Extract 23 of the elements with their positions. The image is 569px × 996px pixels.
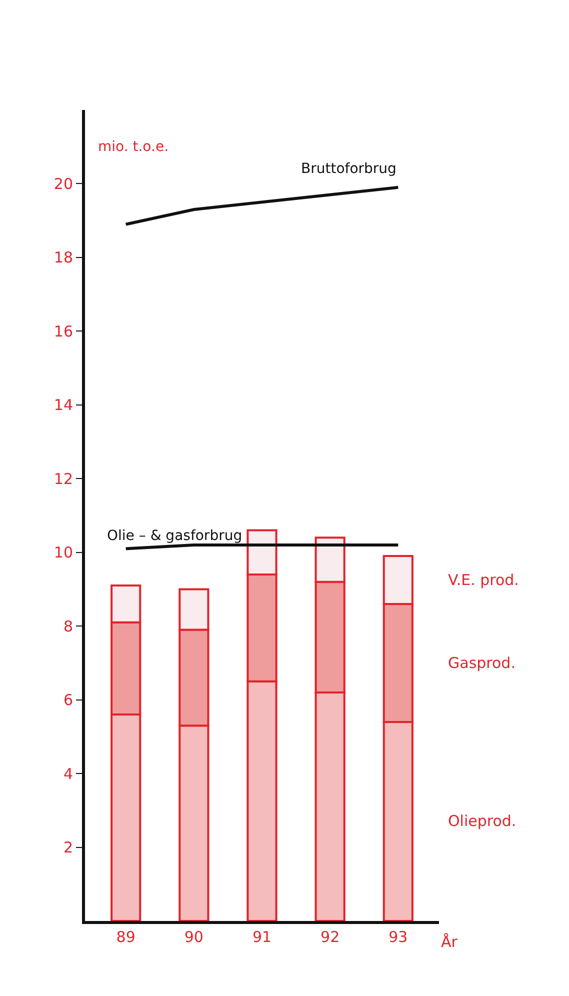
x-axis-title: År	[441, 933, 458, 951]
x-tick-label: 92	[320, 928, 340, 946]
series-label: Bruttoforbrug	[301, 161, 396, 177]
y-tick-label: 6	[63, 691, 73, 710]
line-series	[124, 186, 400, 226]
x-tick-label: 91	[252, 928, 272, 946]
y-tick-label: 10	[54, 544, 73, 562]
y-axis-title: mio. t.o.e.	[98, 139, 169, 155]
x-tick-label: 89	[116, 928, 136, 946]
y-tick-label: 14	[54, 396, 73, 414]
y-tick-label: 4	[63, 764, 73, 783]
y-tick-label: 20	[54, 174, 73, 193]
y-tick-label: 8	[63, 617, 73, 636]
series-label: Olie – & gasforbrug	[107, 528, 242, 544]
x-tick-label: 93	[388, 928, 408, 946]
y-tick-label: 12	[54, 470, 73, 488]
y-tick-label: 16	[54, 322, 73, 340]
text: Olieprod.	[448, 812, 516, 830]
x-tick-label: 90	[184, 928, 204, 946]
y-tick-label: 2	[63, 838, 73, 857]
y-tick-label: 18	[54, 248, 73, 267]
text: Gasprod.	[448, 654, 516, 672]
text: V.E. prod.	[448, 571, 519, 589]
